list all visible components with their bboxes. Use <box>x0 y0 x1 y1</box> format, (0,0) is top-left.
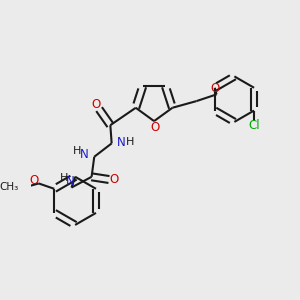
Text: O: O <box>91 98 101 111</box>
Text: O: O <box>211 82 220 95</box>
Text: H: H <box>125 137 134 147</box>
Text: N: N <box>66 175 75 188</box>
Text: H: H <box>60 172 68 183</box>
Text: O: O <box>110 173 119 186</box>
Text: O: O <box>29 174 38 187</box>
Text: Cl: Cl <box>248 119 260 132</box>
Text: N: N <box>117 136 125 148</box>
Text: N: N <box>80 148 88 161</box>
Text: H: H <box>73 146 82 156</box>
Text: O: O <box>151 121 160 134</box>
Text: CH₃: CH₃ <box>0 182 18 193</box>
